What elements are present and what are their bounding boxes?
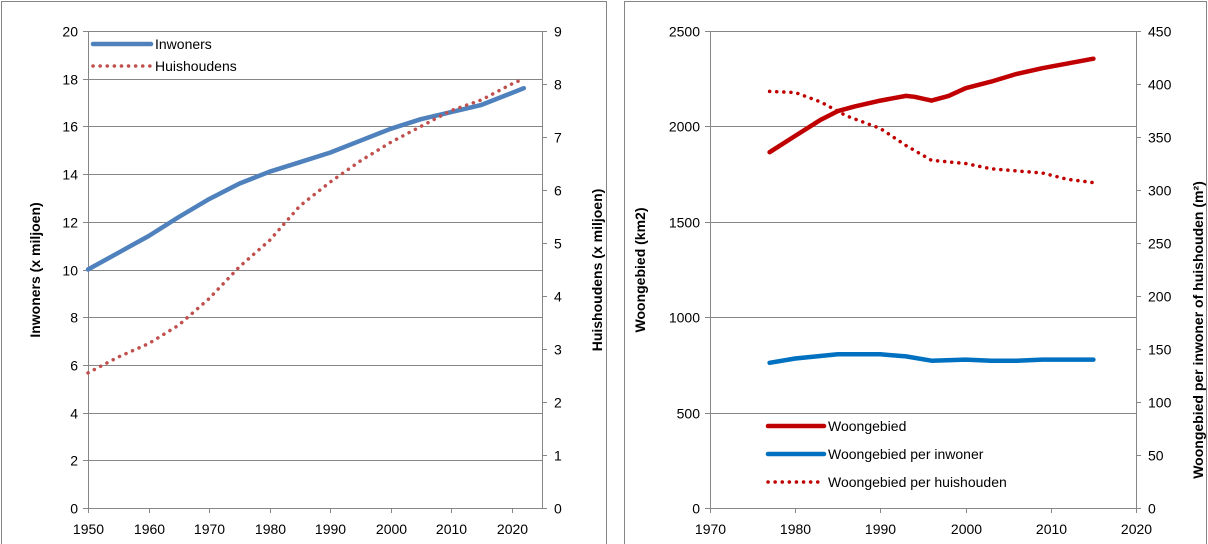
x-tick-label: 1970 (194, 521, 225, 537)
y2-tick-label: 250 (1148, 236, 1172, 252)
right-ylabel: Woongebied (km2) (632, 208, 648, 333)
x-tick-label: 2010 (1036, 521, 1067, 537)
x-tick-label: 2000 (951, 521, 982, 537)
x-tick-label: 1950 (73, 521, 104, 537)
legend-label: Woongebied (828, 418, 906, 434)
y-tick-label: 20 (62, 24, 78, 40)
legend-label: Inwoners (155, 36, 212, 52)
left-legend: Inwoners Huishoudens (90, 36, 237, 74)
y-tick-label: 10 (62, 263, 78, 279)
left-chart-frame (1, 1, 607, 544)
y-tick-label: 1000 (669, 310, 700, 326)
y-tick-label: 16 (62, 119, 78, 135)
y-tick-label: 500 (677, 406, 701, 422)
y2-tick-label: 0 (554, 501, 562, 517)
right-series-group (767, 56, 1096, 366)
right-axes: 0 500 1000 1500 2000 2500 0 50 100 150 200 250 300 35… (669, 24, 1172, 538)
x-tick-label: 1970 (695, 521, 726, 537)
left-y2label: Huishoudens (x miljoen) (589, 189, 605, 352)
y-tick-label: 18 (62, 72, 78, 88)
y2-tick-label: 0 (1148, 501, 1156, 517)
series-line-woongebied (767, 56, 1096, 155)
legend-label: Woongebied per huishouden (828, 474, 1007, 490)
y-tick-label: 14 (62, 167, 78, 183)
y-tick-label: 2 (70, 453, 78, 469)
x-tick-label: 2020 (497, 521, 528, 537)
y2-tick-label: 200 (1148, 289, 1172, 305)
series-line-woongebied-per-huishouden (767, 89, 1096, 185)
y2-tick-label: 6 (554, 183, 562, 199)
y-tick-label: 2500 (669, 24, 700, 40)
series-line-inwoners (85, 85, 527, 272)
legend-label: Huishoudens (155, 58, 237, 74)
series-line-huishoudens (86, 76, 526, 375)
y2-tick-label: 150 (1148, 342, 1172, 358)
y-tick-label: 0 (692, 501, 700, 517)
series-line-woongebied-per-inwoner (767, 352, 1096, 366)
x-tick-label: 1960 (134, 521, 165, 537)
left-gridlines (88, 31, 542, 461)
y2-tick-label: 4 (554, 289, 562, 305)
y-tick-label: 2000 (669, 119, 700, 135)
right-gridlines (710, 31, 1136, 414)
y2-tick-label: 2 (554, 395, 562, 411)
y2-tick-label: 350 (1148, 130, 1172, 146)
y2-tick-label: 1 (554, 448, 562, 464)
y-tick-label: 1500 (669, 215, 700, 231)
x-tick-label: 2020 (1121, 521, 1152, 537)
x-tick-label: 1980 (780, 521, 811, 537)
y-tick-label: 0 (70, 501, 78, 517)
x-tick-label: 1990 (865, 521, 896, 537)
y2-tick-label: 450 (1148, 24, 1172, 40)
y2-tick-label: 100 (1148, 395, 1172, 411)
left-ylabel: Inwoners (x miljoen) (27, 202, 43, 337)
x-tick-label: 2000 (376, 521, 407, 537)
y-tick-label: 4 (70, 406, 78, 422)
right-legend: Woongebied Woongebied per inwoner Woongebi… (765, 418, 1007, 490)
right-chart-frame (624, 1, 1207, 544)
right-y2label: Woongebied per inwoner of huishouden (m²… (1190, 181, 1206, 479)
x-tick-label: 1980 (255, 521, 286, 537)
y2-tick-label: 5 (554, 236, 562, 252)
x-tick-label: 1990 (315, 521, 346, 537)
y2-tick-label: 8 (554, 77, 562, 93)
y-tick-label: 12 (62, 215, 78, 231)
y-tick-label: 8 (70, 310, 78, 326)
y2-tick-label: 400 (1148, 77, 1172, 93)
legend-label: Woongebied per inwoner (828, 446, 984, 462)
y2-tick-label: 3 (554, 342, 562, 358)
y2-tick-label: 300 (1148, 183, 1172, 199)
y2-tick-label: 50 (1148, 448, 1164, 464)
y2-tick-label: 7 (554, 130, 562, 146)
left-series-group (85, 76, 527, 375)
y2-tick-label: 9 (554, 24, 562, 40)
x-tick-label: 2010 (436, 521, 467, 537)
y-tick-label: 6 (70, 358, 78, 374)
